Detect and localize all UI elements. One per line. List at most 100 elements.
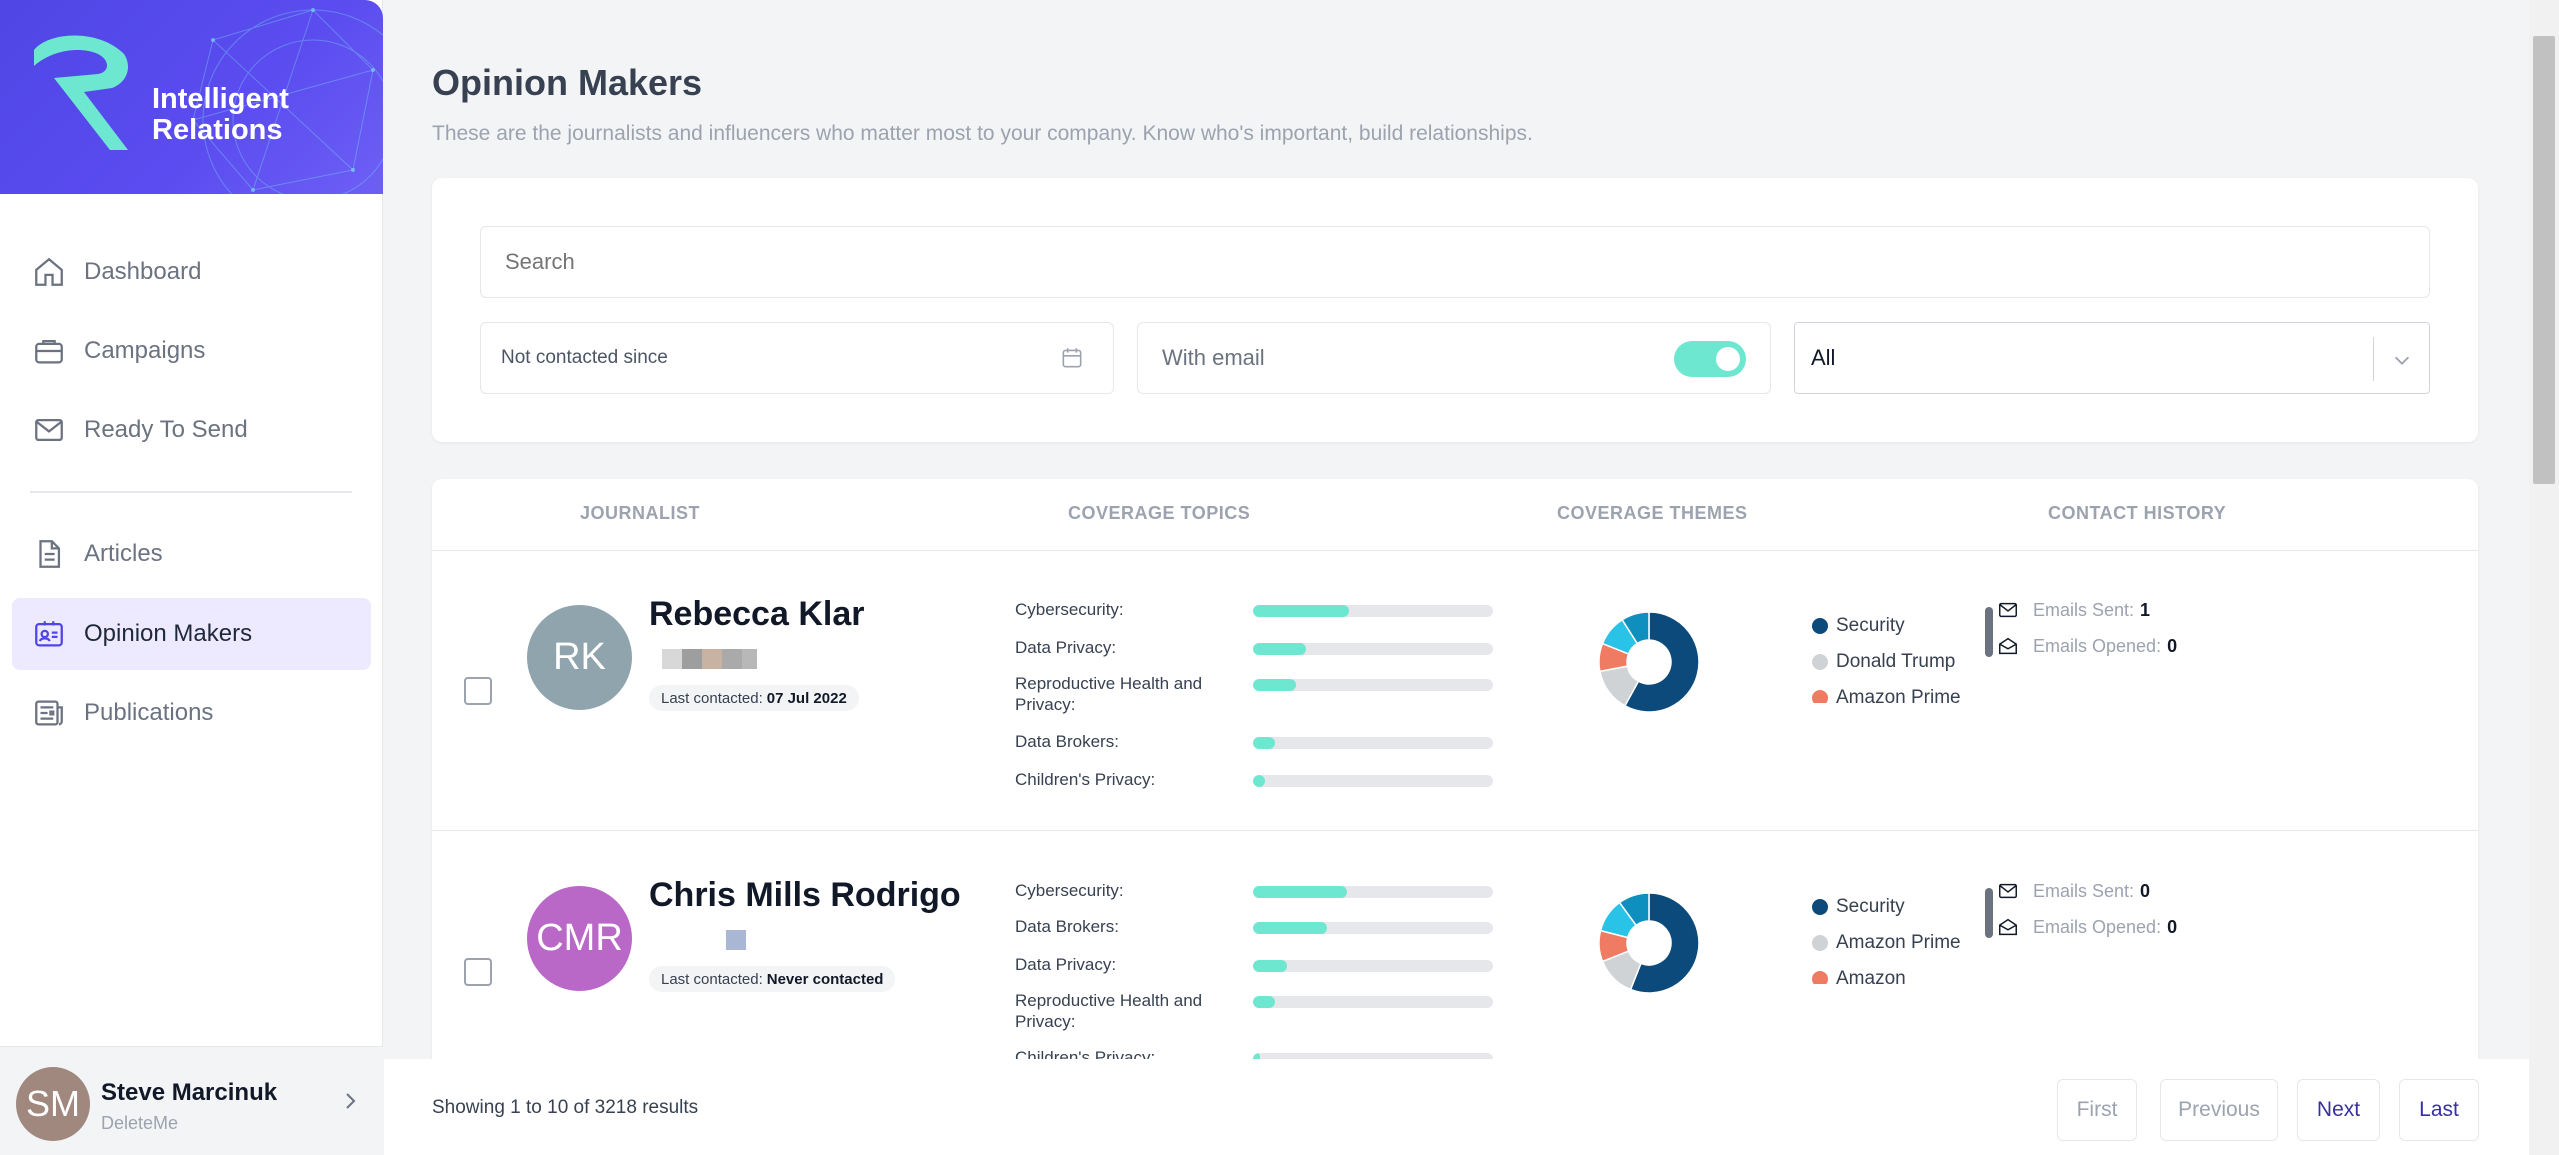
- topic-label: Data Brokers:: [1015, 917, 1119, 936]
- row-checkbox[interactable]: [464, 958, 492, 986]
- table-row: CMR Chris Mills Rodrigo Last contacted: …: [432, 832, 2478, 1059]
- mail-icon: [1999, 883, 2017, 899]
- legend-item[interactable]: Security: [1812, 896, 1905, 918]
- topic-bar: [1253, 996, 1493, 1008]
- topic-bar-fill: [1253, 886, 1347, 898]
- legend-dot: [1812, 935, 1828, 951]
- legend-item[interactable]: Amazon: [1812, 968, 1906, 984]
- legend-scrollbar[interactable]: [1985, 888, 1993, 938]
- topic-bar-fill: [1253, 996, 1275, 1008]
- sidebar: Intelligent Relations Dashboard Campaign…: [0, 0, 383, 1155]
- last-contacted-value: 07 Jul 2022: [766, 689, 847, 707]
- journalist-name[interactable]: Chris Mills Rodrigo: [649, 876, 961, 914]
- emails-opened: Emails Opened: 0: [1997, 635, 2177, 657]
- topic-label: Data Privacy:: [1015, 955, 1117, 974]
- page-scrollbar-thumb[interactable]: [2533, 36, 2555, 484]
- topic-bar: [1253, 737, 1493, 749]
- sidebar-item-dashboard[interactable]: Dashboard: [12, 236, 371, 308]
- topic-label: Cybersecurity:: [1015, 881, 1124, 900]
- column-header-coverage-themes[interactable]: COVERAGE THEMES: [1557, 503, 1748, 523]
- with-email-filter: With email: [1137, 322, 1771, 394]
- last-contacted-badge: Last contacted: Never contacted: [649, 966, 896, 992]
- column-header-contact-history[interactable]: CONTACT HISTORY: [2048, 503, 2227, 523]
- topic-label: Reproductive Health and Privacy:: [1015, 674, 1203, 714]
- legend-dot: [1812, 618, 1828, 634]
- legend-item[interactable]: Security: [1812, 615, 1905, 637]
- topic-bar: [1253, 775, 1493, 787]
- previous-page-button[interactable]: Previous: [2160, 1079, 2278, 1141]
- emails-sent-label: Emails Sent:: [2033, 880, 2135, 901]
- last-contacted-label: Last contacted:: [661, 970, 763, 988]
- not-contacted-since-field[interactable]: Not contacted since: [480, 322, 1114, 394]
- brand-line-2: Relations: [152, 114, 283, 146]
- next-page-button[interactable]: Next: [2297, 1079, 2380, 1141]
- topic-bar-fill: [1253, 775, 1265, 787]
- nav-divider: [30, 491, 352, 493]
- redacted-block: [742, 649, 757, 669]
- column-header-coverage-topics[interactable]: COVERAGE TOPICS: [1068, 503, 1251, 523]
- brand-name: Intelligent Relations: [152, 84, 289, 146]
- main-content: Opinion Makers These are the journalists…: [384, 0, 2529, 1155]
- topic-bar-fill: [1253, 605, 1349, 617]
- topic-bar: [1253, 886, 1493, 898]
- legend-item[interactable]: Amazon Prime: [1812, 687, 1961, 703]
- sidebar-item-opinion-makers[interactable]: Opinion Makers: [12, 598, 371, 670]
- legend-item[interactable]: Amazon Prime: [1812, 932, 1961, 954]
- chevron-right-icon[interactable]: [338, 1089, 362, 1113]
- coverage-themes-donut[interactable]: [1594, 888, 1704, 998]
- table-header-divider: [432, 550, 2478, 551]
- first-page-button[interactable]: First: [2057, 1079, 2137, 1141]
- last-page-button[interactable]: Last: [2399, 1079, 2479, 1141]
- redacted-block: [726, 930, 746, 950]
- topic-bar: [1253, 1053, 1493, 1059]
- redacted-block: [662, 649, 682, 669]
- column-header-journalist[interactable]: JOURNALIST: [580, 503, 701, 523]
- sidebar-item-campaigns[interactable]: Campaigns: [12, 315, 371, 387]
- avatar[interactable]: RK: [527, 605, 632, 710]
- topic-bar: [1253, 679, 1493, 691]
- page-title: Opinion Makers: [432, 62, 703, 103]
- sidebar-item-publications[interactable]: Publications: [12, 677, 371, 749]
- topic-label: Data Brokers:: [1015, 732, 1119, 751]
- user-menu[interactable]: SM Steve Marcinuk DeleteMe: [0, 1046, 383, 1155]
- legend-label: Security: [1836, 896, 1905, 917]
- topic-label: Children's Privacy:: [1015, 1048, 1156, 1059]
- topic-bar-fill: [1253, 960, 1287, 972]
- legend-dot: [1812, 690, 1828, 703]
- search-input[interactable]: [480, 226, 2430, 298]
- legend-item[interactable]: Donald Trump: [1812, 651, 1955, 673]
- mail-icon: [35, 418, 63, 442]
- donut-slice-0[interactable]: [1629, 892, 1700, 994]
- journalist-name[interactable]: Rebecca Klar: [649, 595, 865, 633]
- donut-slice-4[interactable]: [1621, 611, 1650, 645]
- page-scrollbar[interactable]: [2529, 0, 2559, 1155]
- last-contacted-label: Last contacted:: [661, 689, 763, 707]
- emails-opened-count: 0: [2167, 635, 2178, 656]
- table-row: RK Rebecca Klar Last contacted: 07 Jul 2…: [432, 551, 2478, 831]
- chevron-down-icon[interactable]: [2391, 349, 2413, 371]
- last-contacted-value: Never contacted: [766, 970, 884, 988]
- user-name: Steve Marcinuk: [101, 1079, 278, 1106]
- results-summary: Showing 1 to 10 of 3218 results: [432, 1097, 699, 1118]
- with-email-toggle[interactable]: [1674, 341, 1746, 377]
- avatar[interactable]: CMR: [527, 886, 632, 991]
- topic-bar: [1253, 643, 1493, 655]
- sidebar-item-articles[interactable]: Articles: [12, 518, 371, 590]
- topic-label: Reproductive Health and Privacy:: [1015, 991, 1203, 1031]
- topic-bar-fill: [1253, 679, 1297, 691]
- filter-select[interactable]: All: [1794, 322, 2430, 394]
- legend-label: Amazon: [1836, 968, 1906, 984]
- topic-bar: [1253, 960, 1493, 972]
- newspaper-icon: [35, 700, 63, 726]
- donut-slice-4[interactable]: [1618, 892, 1650, 927]
- sidebar-item-label: Dashboard: [84, 258, 202, 285]
- donut-slice-0[interactable]: [1623, 611, 1700, 713]
- sidebar-item-ready-to-send[interactable]: Ready To Send: [12, 394, 371, 466]
- row-checkbox[interactable]: [464, 677, 492, 705]
- avatar: SM: [16, 1067, 90, 1141]
- coverage-themes-donut[interactable]: [1594, 607, 1704, 717]
- legend-scrollbar[interactable]: [1985, 607, 1993, 657]
- themes-legend: Security Amazon Prime Amazon: [1812, 892, 1982, 984]
- calendar-icon: [1062, 348, 1082, 368]
- brand-logo[interactable]: Intelligent Relations: [0, 0, 383, 194]
